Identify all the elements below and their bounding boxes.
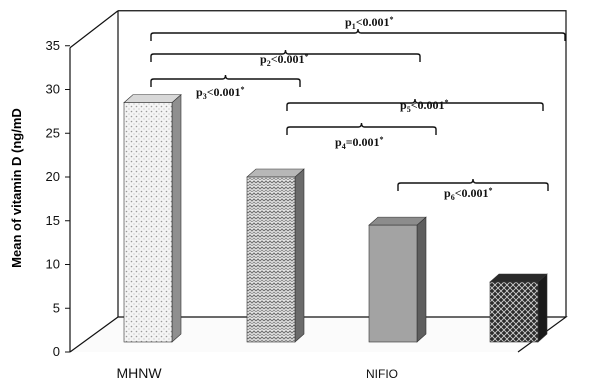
comparison-bracket <box>286 122 437 135</box>
comparison-3: p3<0.001* <box>150 74 301 101</box>
y-tick-label: 5 <box>53 300 60 315</box>
y-tick-label: 15 <box>46 213 60 228</box>
x-category-label: NIFIO <box>366 367 398 381</box>
comparison-label: p3<0.001* <box>196 85 245 101</box>
comparison-label: p6<0.001* <box>444 186 493 202</box>
comparison-bracket <box>150 49 421 62</box>
comparison-bracket <box>150 28 566 41</box>
bar-front <box>123 102 173 343</box>
comparison-bracket <box>286 98 544 111</box>
comparison-1: p1<0.001* <box>150 15 566 41</box>
bar-4 <box>489 273 548 343</box>
comparison-6: p6<0.001* <box>397 178 549 202</box>
y-axis: 0 5 10 15 20 25 30 35 <box>46 38 70 359</box>
comparison-2: p2<0.001* <box>150 49 421 68</box>
bar-top <box>489 273 548 283</box>
bar-side <box>537 273 548 343</box>
bars <box>123 93 548 343</box>
comparison-5: p5<0.001* <box>286 98 544 114</box>
bar-front <box>246 176 296 343</box>
comparison-bracket <box>397 178 549 191</box>
comparison-label: p2<0.001* <box>260 52 309 68</box>
y-tick-label: 20 <box>46 169 60 184</box>
bar-top <box>123 94 182 103</box>
bar-1 <box>123 93 182 343</box>
comparison-label: p5<0.001* <box>400 98 449 114</box>
bar-front <box>489 281 539 343</box>
comparison-label: p1<0.001* <box>345 15 394 31</box>
comparison-brackets: p1<0.001* p2<0.001* p3<0.001* p4=0.001* p5<0… <box>150 15 566 202</box>
left-wall-top-edge <box>69 10 119 49</box>
y-tick-label: 25 <box>46 125 60 140</box>
bar-side <box>171 93 182 343</box>
y-tick-label: 35 <box>46 38 60 53</box>
y-tick-label: 10 <box>46 257 60 272</box>
bar-2 <box>246 168 305 343</box>
back-wall-top-edge <box>118 10 567 317</box>
bar-3 <box>368 216 427 343</box>
y-tick-label: 0 <box>53 344 60 359</box>
bar-front <box>368 224 418 343</box>
y-tick-label: 30 <box>46 82 60 97</box>
comparison-bracket <box>150 74 301 87</box>
y-axis-label: Mean of vitamin D (ng/mD <box>9 108 24 268</box>
x-category-label: MHNW <box>116 365 162 381</box>
bar-side <box>294 168 305 343</box>
comparison-4: p4=0.001* <box>286 122 437 151</box>
bar-top <box>368 216 427 226</box>
bar-top <box>246 168 305 178</box>
comparison-label: p4=0.001* <box>335 135 384 151</box>
x-axis-labels: MHNW NIFIO <box>116 365 398 381</box>
bar-side <box>416 216 427 343</box>
